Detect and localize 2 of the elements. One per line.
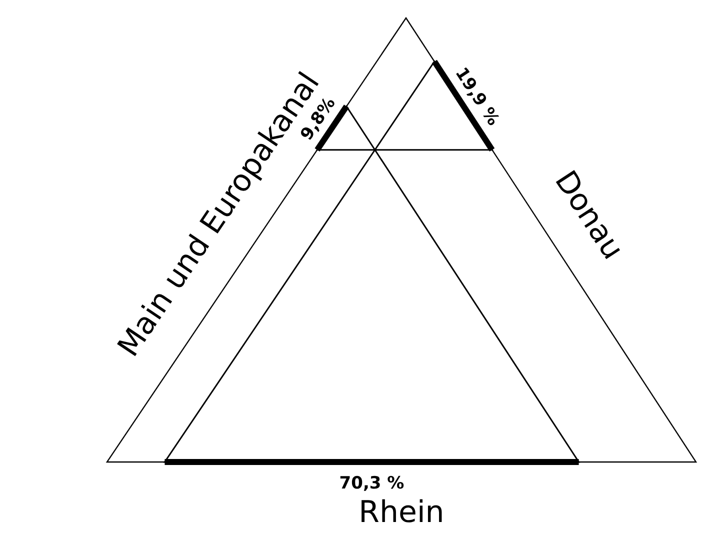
category-label: Rhein xyxy=(358,495,444,530)
data-label: 70,3 % xyxy=(339,474,404,494)
